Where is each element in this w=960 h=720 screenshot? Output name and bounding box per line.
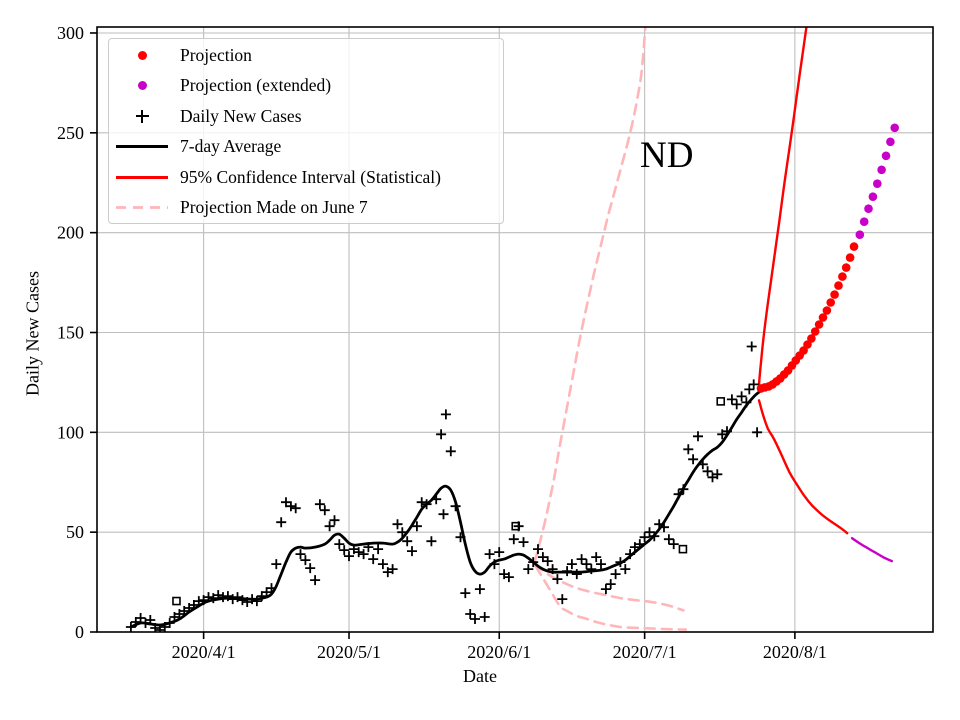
- y-axis-label: Daily New Cases: [22, 271, 43, 396]
- y-tick-label: 200: [57, 223, 84, 243]
- legend-label: 7-day Average: [180, 136, 282, 157]
- projection-dot: [818, 313, 828, 322]
- projection-dot: [830, 290, 839, 299]
- legend-label: Projection Made on June 7: [180, 197, 368, 218]
- projection-made-june7-mid: [533, 562, 685, 612]
- black-line-icon: [113, 145, 171, 149]
- pink-dashed-line-icon: [113, 201, 171, 214]
- legend-item-7day-average: 7-day Average: [109, 132, 503, 163]
- ci-lower-extended: [850, 537, 893, 563]
- projection-dot: [868, 192, 878, 201]
- legend-line-marker: [116, 175, 168, 179]
- plot-area: [97, 27, 933, 632]
- plus-marker-icon: [113, 109, 171, 123]
- legend-label: Projection: [180, 44, 252, 65]
- plot-border: [96, 26, 934, 633]
- legend-dot-marker: [137, 50, 147, 60]
- legend-dot-marker: [137, 81, 147, 91]
- x-tick-label: 2020/5/1: [317, 642, 381, 662]
- legend-label: Projection (extended): [180, 75, 332, 96]
- legend-item-projection: Projection: [109, 40, 503, 71]
- projection-dots: [756, 242, 859, 393]
- projection-dot: [886, 137, 895, 147]
- legend: Projection Projection (extended) Daily N…: [108, 38, 504, 224]
- projection-dot: [873, 179, 882, 188]
- y-tick-label: 50: [66, 522, 84, 542]
- red-dot-icon: [113, 50, 171, 60]
- y-tick-label: 100: [57, 422, 84, 442]
- projection-dot: [826, 298, 835, 307]
- projection-dot: [845, 253, 855, 262]
- legend-label: 95% Confidence Interval (Statistical): [180, 166, 441, 187]
- y-tick-label: 250: [57, 123, 84, 143]
- legend-item-confidence-interval: 95% Confidence Interval (Statistical): [109, 162, 503, 193]
- projection-dot: [859, 217, 869, 226]
- y-tick-label: 150: [57, 322, 84, 342]
- x-axis-label: Date: [463, 666, 497, 686]
- open-square-markers: [172, 397, 726, 606]
- projection-dot: [838, 272, 847, 281]
- projection-dot: [834, 281, 843, 290]
- square-marker: [511, 521, 521, 531]
- legend-item-projection-extended: Projection (extended): [109, 71, 503, 102]
- ci-upper: [757, 27, 808, 386]
- square-marker: [716, 397, 726, 406]
- legend-plus-marker: [135, 109, 149, 123]
- projection-dot: [877, 165, 886, 175]
- y-tick-label: 0: [75, 622, 84, 642]
- x-tick-label: 2020/7/1: [613, 642, 677, 662]
- daily-new-cases: [125, 341, 763, 632]
- projection-made-june7-upper: [533, 27, 647, 564]
- magenta-dot-icon: [113, 81, 171, 91]
- projection-made-june7-lower: [534, 564, 688, 631]
- legend-label: Daily New Cases: [180, 105, 302, 126]
- ticks: 2020/4/1 2020/5/1 2020/6/1 2020/7/1 2020/8/1…: [57, 23, 827, 662]
- x-tick-label: 2020/4/1: [172, 642, 236, 662]
- projection-dot: [807, 334, 816, 343]
- projection-dot: [810, 327, 820, 336]
- x-tick-label: 2020/6/1: [467, 642, 531, 662]
- legend-item-june7-projection: Projection Made on June 7: [109, 193, 503, 224]
- red-line-icon: [113, 175, 171, 179]
- projection-dots-extended: [855, 123, 899, 239]
- square-marker: [172, 596, 181, 606]
- y-tick-label: 300: [57, 23, 84, 43]
- projection-dot: [881, 151, 891, 161]
- state-annotation: ND: [640, 135, 694, 176]
- x-tick-label: 2020/8/1: [763, 642, 827, 662]
- projection-dot: [864, 204, 873, 213]
- legend-item-daily-new-cases: Daily New Cases: [109, 101, 503, 132]
- ci-lower: [757, 399, 849, 535]
- projection-dot: [841, 263, 851, 272]
- projection-dot: [890, 123, 899, 133]
- projection-dot: [849, 242, 859, 251]
- projection-dot: [855, 230, 865, 239]
- projection-dot: [822, 306, 832, 315]
- projection-dot: [814, 320, 824, 329]
- seven-day-average: [129, 390, 762, 629]
- square-marker: [678, 544, 688, 554]
- legend-dashed-marker: [116, 206, 168, 210]
- legend-line-marker: [116, 145, 168, 149]
